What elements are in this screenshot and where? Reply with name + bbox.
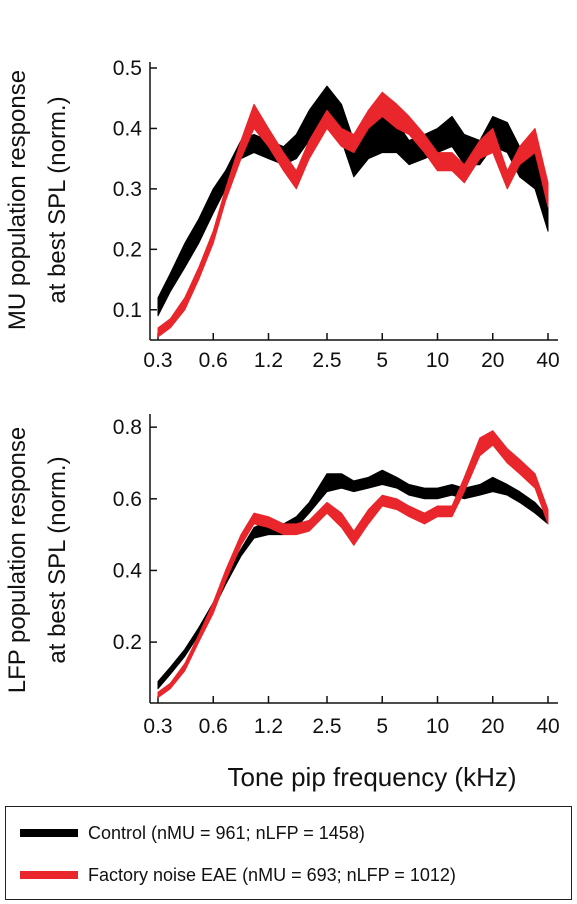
series-band-eae <box>157 91 549 338</box>
y-tick-label: 0.2 <box>113 631 142 654</box>
y-tick-label: 0.6 <box>113 488 142 511</box>
x-tick-label: 40 <box>536 349 559 372</box>
y-tick-label: 0.1 <box>113 299 142 322</box>
y-axis-title-line: MU population response <box>4 70 31 330</box>
x-tick-label: 1.2 <box>254 349 283 372</box>
legend-item-control: Control (nMU = 961; nLFP = 1458) <box>6 813 365 853</box>
y-tick-label: 0.2 <box>113 238 142 261</box>
x-tick-label: 5 <box>376 349 388 372</box>
x-tick-label: 0.3 <box>143 349 172 372</box>
x-tick-label: 0.3 <box>143 715 172 738</box>
x-tick-label: 5 <box>376 715 388 738</box>
y-tick-label: 0.4 <box>113 117 143 140</box>
y-axis-title-line: at best SPL (norm.) <box>44 456 71 663</box>
series-band-eae <box>157 430 549 699</box>
x-tick-label: 0.6 <box>199 715 228 738</box>
legend-label-eae: Factory noise EAE (nMU = 693; nLFP = 101… <box>88 864 456 885</box>
y-axis-title-line: at best SPL (norm.) <box>44 96 71 303</box>
mu-panel: 0.1 0.2 0.3 0.4 0.5 0.3 0.6 1.2 2.5 5 10 20 40 MU pop… <box>4 57 560 372</box>
x-tick-label: 1.2 <box>254 715 283 738</box>
lfp-panel: 0.2 0.4 0.6 0.8 0.3 0.6 1.2 2.5 5 10 20 40 LFP popul… <box>4 414 560 738</box>
x-tick-label: 10 <box>426 349 449 372</box>
y-tick-label: 0.3 <box>113 178 142 201</box>
y-tick-label: 0.8 <box>113 416 142 439</box>
series-band-control <box>157 469 549 690</box>
y-axis-title-line: LFP population response <box>4 427 31 693</box>
y-tick-label: 0.5 <box>113 57 142 80</box>
x-tick-label: 10 <box>426 715 449 738</box>
legend-item-eae: Factory noise EAE (nMU = 693; nLFP = 101… <box>6 855 456 895</box>
legend-label-control: Control (nMU = 961; nLFP = 1458) <box>88 822 365 843</box>
legend-swatch-control <box>20 829 78 837</box>
x-tick-label: 20 <box>481 715 504 738</box>
legend-swatch-eae <box>20 871 78 879</box>
x-tick-label: 0.6 <box>199 349 228 372</box>
figure-canvas: 0.1 0.2 0.3 0.4 0.5 0.3 0.6 1.2 2.5 5 10 20 40 MU pop… <box>4 57 560 792</box>
x-tick-label: 2.5 <box>312 715 341 738</box>
x-tick-label: 40 <box>536 715 559 738</box>
y-tick-label: 0.4 <box>113 559 143 582</box>
x-tick-label: 2.5 <box>312 349 341 372</box>
series-band-control <box>157 85 549 317</box>
x-axis-title: Tone pip frequency (kHz) <box>227 762 516 792</box>
legend: Control (nMU = 961; nLFP = 1458) Factory… <box>5 806 572 900</box>
x-tick-label: 20 <box>481 349 504 372</box>
